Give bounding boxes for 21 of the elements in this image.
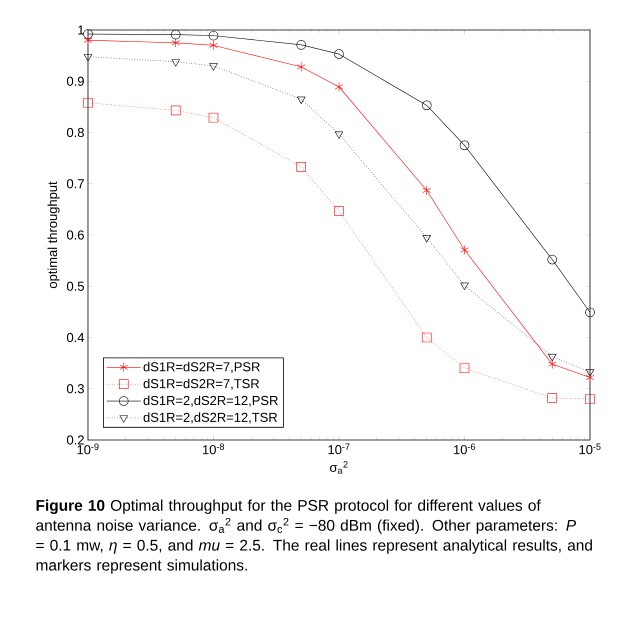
x-tick-label: 10$^{-8}$ (202, 444, 224, 454)
legend-label: dS1R=2,dS2R=12,TSR (144, 412, 278, 424)
legend-label: dS1R=dS2R=7,PSR (144, 362, 260, 373)
y-tick-label: 0.6 (66, 230, 84, 240)
x-tick-label: 10$^{-5}$ (580, 444, 601, 454)
y-tick-label: 0.4 (66, 332, 84, 342)
x-tick-label: 10$^{-7}$ (328, 444, 350, 454)
y-tick-label: 1 (78, 26, 84, 34)
y-axis-title: optimal throughput (48, 181, 60, 288)
x-axis-title: σ$_{a}$2 (330, 461, 348, 474)
y-tick-label: 0.3 (66, 384, 84, 394)
y-tick-label: 0.2 (66, 435, 84, 445)
y-tick-label: 0.8 (66, 128, 84, 138)
y-tick-label: 0.7 (66, 179, 84, 188)
x-tick-label: 10$^{-9}$ (77, 444, 99, 454)
legend-label: dS1R=2,dS2R=12,PSR (144, 396, 278, 407)
x-tick-label: 10$^{-6}$ (454, 444, 476, 454)
text: Figure 10 Optimal throughput for the PSR protocol for different values of antenna noise variance. σ$_{a}$$^{2}$ and σ$_{c}$$^{2}$ = −80 dBm (fixed). Other parameters: P = 0.1 mw, η = 0.5, and mu = 2.5. The real lines represent analytical results, and markers represent simulations. (36, 500, 592, 574)
y-tick-label: 0.5 (66, 282, 84, 291)
legend-label: dS1R=dS2R=7,TSR (144, 378, 260, 390)
y-tick-label: 0.9 (66, 76, 84, 86)
